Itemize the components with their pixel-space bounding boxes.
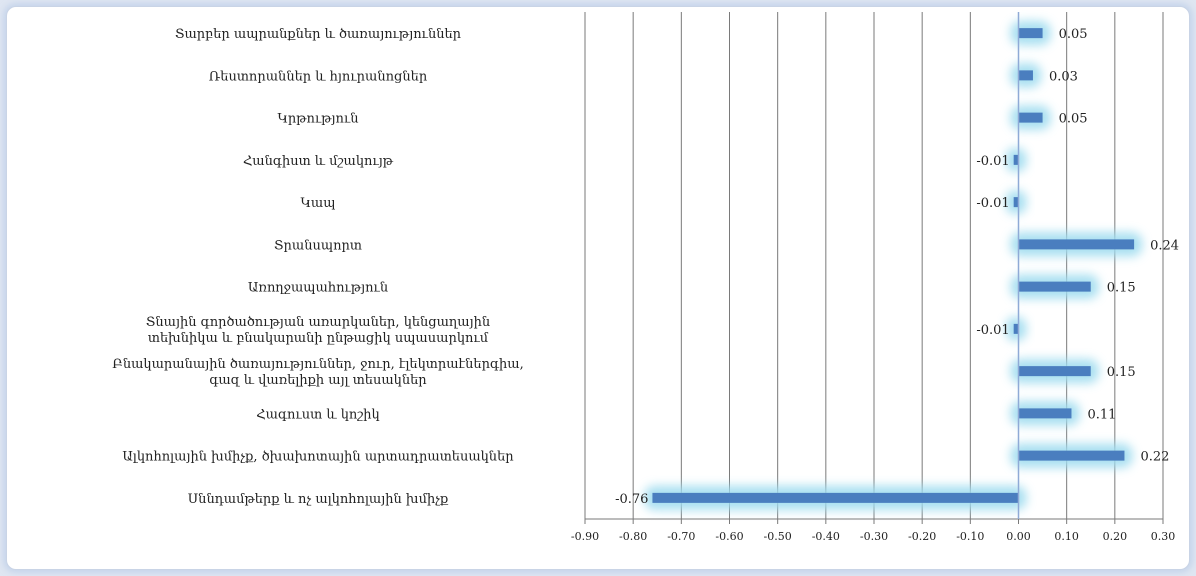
category-label-line: տեխնիկա և բնակարանի ընթացիկ սպասարկում [148,331,489,346]
data-label: 0.15 [1107,365,1136,380]
bar [1018,408,1072,419]
labels: -0.90 -0.80 -0.70 -0.60 -0.50 -0.40 -0.30 -0.20… [112,27,1179,543]
x-tick-label: -0.30 [860,530,888,543]
category-label: Տնային գործածության առարկաներ, կենցաղայի… [146,315,490,346]
gridlines [584,12,1164,519]
data-label: 0.05 [1059,27,1088,42]
data-label: 0.15 [1107,281,1136,296]
x-tick-label: -0.50 [764,530,792,543]
category-label: Բնակարանային ծառայություններ, ջուր, էլեկ… [112,357,523,388]
chart-frame [6,6,1190,570]
bar-glows [644,21,1143,510]
category-label: Հանգիստ և մշակույթ [243,154,394,169]
category-label-line: Հանգիստ և մշակույթ [243,154,394,169]
x-tick-label: 0.20 [1103,530,1128,543]
bar [1018,70,1033,81]
bar [1018,281,1091,292]
x-tick-label: -0.90 [571,530,599,543]
x-tick-label: 0.10 [1054,530,1079,543]
category-label: Կրթություն [277,112,358,127]
category-label-line: Կապ [300,196,335,211]
category-label: Սննդամթերք և ոչ ալկոհոլային խմիչք [188,492,449,507]
category-label-line: գազ և վառելիքի այլ տեսակներ [209,373,427,388]
category-label-line: Տրանսպորտ [274,238,362,253]
category-label: Ռեստորաններ և հյուրանոցներ [209,69,428,84]
x-tick-label: -0.40 [812,530,840,543]
category-label-line: Կրթություն [277,112,358,127]
bar [1018,239,1135,250]
category-label: Հագուստ և կոշիկ [256,407,379,422]
category-label: Առողջապահություն [248,281,388,296]
category-label-line: Հագուստ և կոշիկ [256,407,379,422]
bar [1013,197,1019,208]
data-label: -0.01 [976,154,1009,169]
x-tick-label: -0.60 [715,530,743,543]
bar [1018,112,1043,123]
data-label: -0.76 [615,492,648,507]
x-tick-label: 0.30 [1151,530,1176,543]
bar [1018,366,1091,377]
x-tick-label: -0.10 [956,530,984,543]
bar [1018,450,1125,461]
category-label: Տարբեր ապրանքներ և ծառայություններ [175,27,462,42]
bar [1013,323,1019,334]
data-label: 0.24 [1150,238,1179,253]
axes [584,12,1164,524]
category-label: Կապ [300,196,335,211]
data-label: 0.22 [1140,450,1169,465]
bar [652,492,1019,503]
data-label: 0.03 [1049,69,1078,84]
x-tick-label: -0.70 [667,530,695,543]
category-label-line: Սննդամթերք և ոչ ալկոհոլային խմիչք [188,492,449,507]
bar [1013,154,1019,165]
category-label-line: Առողջապահություն [248,281,388,296]
data-label: -0.01 [976,196,1009,211]
category-label: Ալկոհոլային խմիչք, ծխախոտային արտադրատես… [122,450,514,465]
x-tick-label: 0.00 [1006,530,1031,543]
category-label: Տրանսպորտ [274,238,362,253]
category-label-line: Ռեստորաններ և հյուրանոցներ [209,69,428,84]
x-tick-label: -0.80 [619,530,647,543]
data-label: 0.11 [1087,407,1116,422]
bars [652,28,1135,503]
bar [1018,28,1043,39]
category-label-line: Բնակարանային ծառայություններ, ջուր, էլեկ… [112,357,523,372]
x-tick-label: -0.20 [908,530,936,543]
data-label: -0.01 [976,323,1009,338]
category-label-line: Տնային գործածության առարկաներ, կենցաղայի… [146,315,490,330]
category-label-line: Ալկոհոլային խմիչք, ծխախոտային արտադրատես… [122,450,514,465]
category-label-line: Տարբեր ապրանքներ և ծառայություններ [175,27,462,42]
data-label: 0.05 [1059,112,1088,127]
